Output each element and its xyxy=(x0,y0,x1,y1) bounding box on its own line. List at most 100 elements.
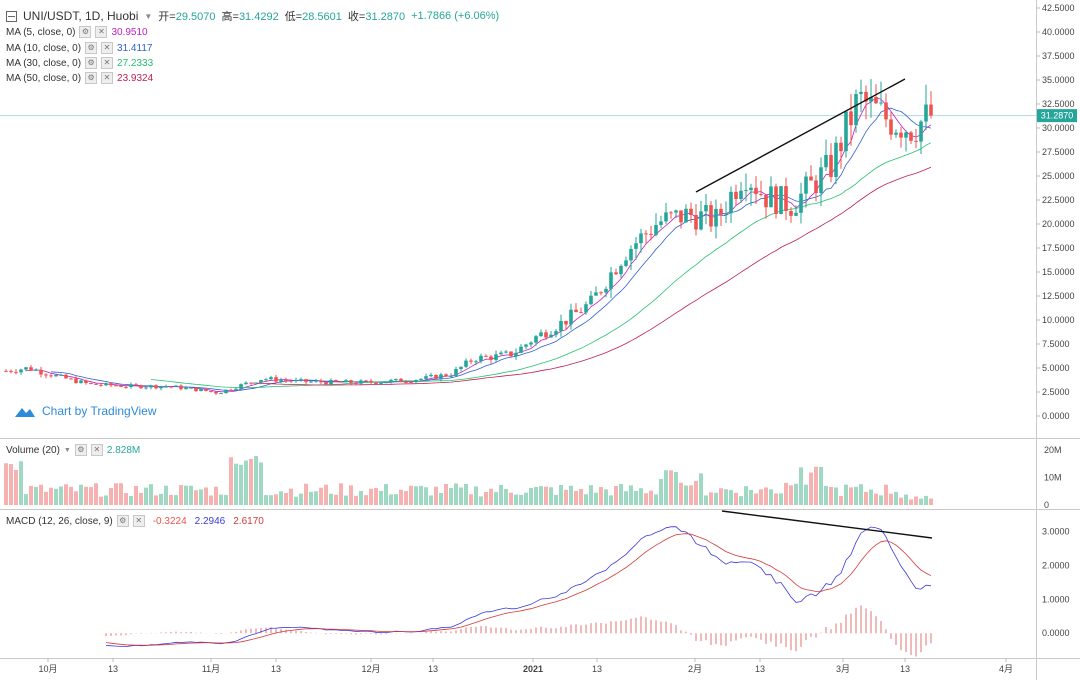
ma30-legend[interactable]: MA (30, close, 0) ⚙ ✕ 27.2333 xyxy=(6,57,153,69)
ma5-line xyxy=(25,97,932,393)
close-icon[interactable]: ✕ xyxy=(101,72,114,84)
close-icon[interactable]: ✕ xyxy=(132,515,145,527)
symbol-title[interactable]: UNI/USDT, 1D, Huobi xyxy=(23,9,139,23)
close-icon[interactable]: ✕ xyxy=(101,42,114,54)
volume-bar xyxy=(329,493,333,505)
volume-bar xyxy=(394,494,398,505)
macd-line xyxy=(105,526,932,648)
candle-body xyxy=(489,356,493,360)
candle-body xyxy=(134,384,138,386)
macd-legend[interactable]: MACD (12, 26, close, 9) ⚙ ✕ -0.3224 2.294… xyxy=(6,515,264,527)
time-tick-label: 11月 xyxy=(202,664,220,674)
volume-bar xyxy=(619,484,623,505)
chevron-down-icon[interactable]: ▼ xyxy=(144,11,153,21)
candle-body xyxy=(614,272,618,275)
volume-tick-label: 20M xyxy=(1044,445,1062,455)
candle-body xyxy=(639,233,643,244)
candle-body xyxy=(689,208,693,215)
volume-bar xyxy=(214,486,218,505)
price-trendline xyxy=(695,78,906,193)
volume-bar xyxy=(559,484,563,505)
volume-bar xyxy=(579,488,583,505)
volume-bar xyxy=(629,485,633,505)
candles xyxy=(4,78,933,395)
volume-bar xyxy=(149,484,153,505)
volume-bar xyxy=(69,486,73,505)
volume-bar xyxy=(524,492,528,505)
volume-bar xyxy=(864,491,868,505)
volume-legend[interactable]: Volume (20) ▼ ⚙ ✕ 2.828M xyxy=(6,444,140,456)
candle-body xyxy=(554,331,558,335)
candle-body xyxy=(14,371,18,373)
candle-body xyxy=(219,393,223,395)
candle-body xyxy=(589,295,593,305)
settings-icon[interactable]: ⚙ xyxy=(85,42,98,54)
volume-bar xyxy=(869,489,873,505)
volume-bar xyxy=(924,495,928,505)
candle-body xyxy=(194,387,198,392)
candle-body xyxy=(319,380,323,383)
candle-body xyxy=(584,304,588,313)
candle-body xyxy=(789,210,793,216)
volume-bar xyxy=(269,495,273,505)
volume-bar xyxy=(644,493,648,505)
volume-bar xyxy=(684,485,688,505)
macd-label: MACD (12, 26, close, 9) xyxy=(6,515,113,527)
ma30-label: MA (30, close, 0) xyxy=(6,57,82,69)
moving-average-lines xyxy=(25,97,932,393)
close-icon[interactable]: ✕ xyxy=(95,26,108,38)
settings-icon[interactable]: ⚙ xyxy=(85,72,98,84)
volume-bar xyxy=(849,487,853,505)
candle-body xyxy=(509,351,513,357)
settings-icon[interactable]: ⚙ xyxy=(74,444,87,456)
ma5-legend[interactable]: MA (5, close, 0) ⚙ ✕ 30.9510 xyxy=(6,26,148,38)
candle-body xyxy=(694,214,698,230)
volume-bar xyxy=(859,484,863,505)
volume-bar xyxy=(499,484,503,505)
macd-tick-label: 0.0000 xyxy=(1042,628,1070,638)
volume-bar xyxy=(349,485,353,505)
candle-body xyxy=(84,380,88,383)
ma10-legend[interactable]: MA (10, close, 0) ⚙ ✕ 31.4117 xyxy=(6,42,152,54)
volume-bar xyxy=(9,464,13,505)
candle-body xyxy=(254,382,258,384)
volume-bar xyxy=(839,495,843,505)
settings-icon[interactable]: ⚙ xyxy=(79,26,92,38)
candle-body xyxy=(484,355,488,357)
volume-bar xyxy=(419,485,423,505)
volume-bar xyxy=(164,485,168,505)
ma50-line xyxy=(250,166,932,386)
volume-bar xyxy=(804,484,808,505)
close-icon[interactable]: ✕ xyxy=(101,57,114,69)
volume-bar xyxy=(239,464,243,505)
candle-body xyxy=(679,210,683,223)
chevron-down-icon[interactable]: ▼ xyxy=(63,446,71,454)
candle-body xyxy=(99,384,103,386)
settings-icon[interactable]: ⚙ xyxy=(116,515,129,527)
volume-bar xyxy=(89,487,93,505)
tradingview-branding[interactable]: Chart by TradingView xyxy=(14,404,157,418)
volume-bar xyxy=(649,490,653,505)
candle-body xyxy=(629,248,633,261)
tradingview-logo-icon xyxy=(15,408,35,417)
price-tick-label: 5.0000 xyxy=(1042,363,1070,373)
volume-bar xyxy=(854,486,858,505)
candle-body xyxy=(389,379,393,383)
volume-bar xyxy=(824,485,828,505)
candle-body xyxy=(684,208,688,223)
collapse-icon[interactable] xyxy=(6,10,17,22)
candle-body xyxy=(429,374,433,377)
ma50-legend[interactable]: MA (50, close, 0) ⚙ ✕ 23.9324 xyxy=(6,72,153,84)
settings-icon[interactable]: ⚙ xyxy=(85,57,98,69)
ma30-value: 27.2333 xyxy=(117,57,154,69)
volume-bar xyxy=(659,478,663,505)
volume-bar xyxy=(344,495,348,505)
candle-body xyxy=(699,211,703,230)
close-icon[interactable]: ✕ xyxy=(90,444,103,456)
ma5-value: 30.9510 xyxy=(111,26,148,38)
volume-bar xyxy=(174,495,178,505)
candle-body xyxy=(769,186,773,208)
volume-bar xyxy=(224,494,228,505)
volume-bar xyxy=(274,494,278,505)
